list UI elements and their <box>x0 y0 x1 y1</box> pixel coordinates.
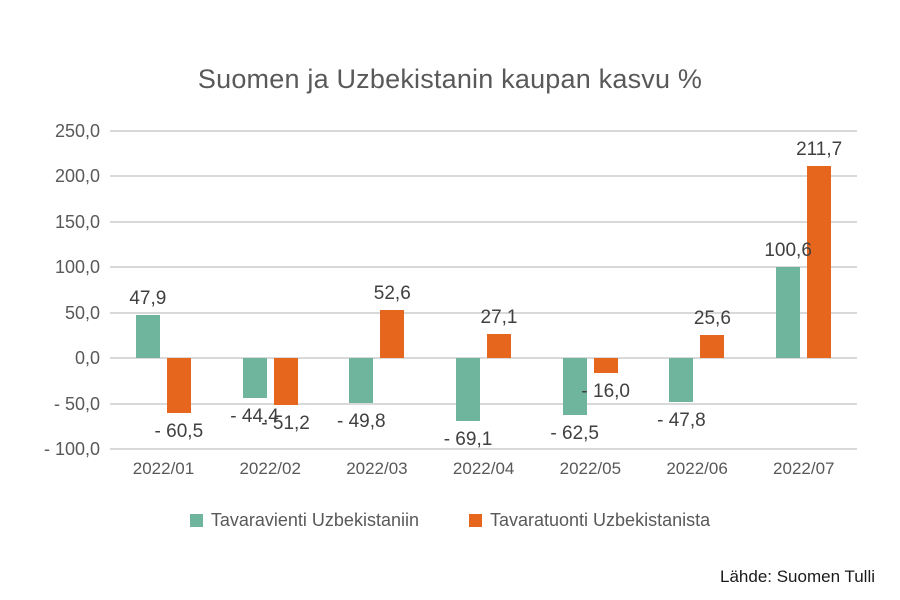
x-axis-category-label: 2022/05 <box>559 459 622 478</box>
legend-label: Tavaratuonti Uzbekistanista <box>489 510 711 530</box>
bar-value-label: - 60,5 <box>154 421 204 443</box>
bar-import-2022/04 <box>487 333 511 359</box>
x-axis-category-label: 2022/04 <box>452 459 515 478</box>
bar-import-2022/02 <box>273 358 298 405</box>
legend: Tavaravienti Uzbekistaniin Tavaratuonti U… <box>0 510 900 531</box>
bar-value-label: - 49,8 <box>336 411 386 433</box>
legend-item-import: Tavaratuonti Uzbekistanista <box>468 510 711 531</box>
bar-export-2022/02 <box>242 358 267 399</box>
bar-value-label: 27,1 <box>480 306 518 328</box>
bar-value-label: 25,6 <box>693 307 731 329</box>
y-axis-tick-label: - 50,0 <box>53 393 100 414</box>
bar-import-2022/06 <box>700 334 725 359</box>
gridline <box>110 175 857 178</box>
bar-value-label: 100,6 <box>764 239 812 261</box>
bar-value-label: 211,7 <box>796 138 843 160</box>
legend-swatch-import <box>468 514 482 527</box>
y-axis-tick-label: 150,0 <box>54 211 100 232</box>
plot-area <box>110 130 857 450</box>
bar-import-2022/07 <box>807 165 832 359</box>
x-axis-category-label: 2022/06 <box>666 459 728 478</box>
legend-swatch-export <box>189 514 203 527</box>
gridline <box>110 402 857 405</box>
bar-value-label: 47,9 <box>129 287 167 309</box>
y-axis-tick-label: 0,0 <box>74 348 100 369</box>
gridline <box>110 448 857 450</box>
gridline <box>110 311 857 314</box>
y-axis-tick-label: 250,0 <box>54 121 100 141</box>
x-axis-category-label: 2022/03 <box>346 459 408 478</box>
legend-item-export: Tavaravienti Uzbekistaniin <box>189 510 419 531</box>
bar-value-label: - 44,4 <box>230 406 279 428</box>
bar-export-2022/01 <box>135 314 160 359</box>
y-axis-tick-label: 200,0 <box>54 166 100 187</box>
bar-value-label: - 47,8 <box>657 409 706 431</box>
bar-import-2022/01 <box>166 358 191 414</box>
x-axis-category-label: 2022/07 <box>773 459 835 478</box>
source-note: Lähde: Suomen Tulli <box>720 567 875 586</box>
y-axis-tick-label: 100,0 <box>54 257 100 278</box>
bar-export-2022/07 <box>776 266 801 359</box>
bar-export-2022/05 <box>562 358 587 415</box>
bar-value-label: - 62,5 <box>550 422 599 444</box>
legend-label: Tavaravienti Uzbekistaniin <box>210 510 419 530</box>
y-axis-tick-label: - 100,0 <box>43 439 100 459</box>
bar-value-label: - 16,0 <box>581 380 630 402</box>
bar-value-label: 52,6 <box>373 283 411 305</box>
bar-export-2022/03 <box>349 358 374 404</box>
x-axis-category-label: 2022/02 <box>239 459 301 478</box>
bar-value-label: - 69,1 <box>443 428 493 450</box>
bar-import-2022/03 <box>380 310 405 359</box>
gridline <box>110 220 857 223</box>
x-axis-category-label: 2022/01 <box>132 459 195 478</box>
gridline <box>110 357 857 360</box>
chart-title: Suomen ja Uzbekistanin kaupan kasvu % <box>197 64 703 94</box>
bar-import-2022/05 <box>593 358 618 373</box>
bar-export-2022/06 <box>669 358 694 402</box>
gridline <box>110 266 857 269</box>
bar-value-label: - 51,2 <box>261 412 310 434</box>
bar-export-2022/04 <box>456 358 480 421</box>
gridline <box>110 130 857 132</box>
y-axis-tick-label: 50,0 <box>64 302 100 323</box>
